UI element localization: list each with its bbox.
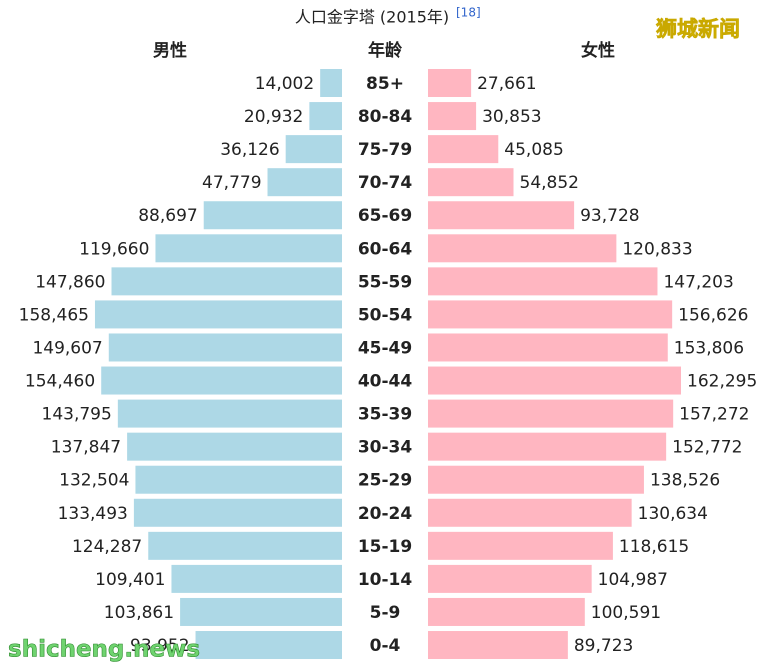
age-label: 85+ (366, 74, 404, 94)
female-bar (428, 300, 673, 329)
age-label: 75-79 (358, 140, 412, 160)
age-label: 80-84 (358, 107, 413, 127)
male-bar (108, 333, 342, 362)
female-bar (428, 631, 568, 660)
chart-title: 人口金字塔 (2015年) (295, 8, 449, 27)
age-label: 20-24 (358, 504, 413, 524)
age-label: 55-59 (358, 272, 412, 292)
female-bar (428, 564, 592, 593)
value-label: 93,952 (130, 636, 189, 656)
value-label: 149,607 (32, 338, 102, 358)
age-label: 45-49 (358, 338, 412, 358)
male-bar (117, 399, 342, 428)
age-label: 50-54 (358, 305, 413, 325)
age-label: 5-9 (370, 603, 401, 623)
value-label: 133,493 (58, 504, 128, 524)
value-label: 54,852 (520, 173, 579, 193)
value-label: 153,806 (674, 338, 744, 358)
value-label: 47,779 (202, 173, 261, 193)
value-label: 162,295 (687, 372, 757, 392)
value-label: 27,661 (477, 74, 536, 94)
value-label: 132,504 (59, 471, 129, 491)
value-label: 89,723 (574, 636, 633, 656)
female-bar (428, 531, 613, 560)
value-label: 119,660 (79, 239, 149, 259)
male-bar (94, 300, 342, 329)
value-label: 109,401 (95, 570, 165, 590)
value-label: 157,272 (679, 405, 749, 425)
female-bar (428, 234, 617, 263)
male-header: 男性 (153, 40, 187, 61)
female-bar (428, 432, 667, 461)
value-label: 14,002 (255, 74, 314, 94)
male-bar (148, 531, 342, 560)
female-header: 女性 (581, 40, 615, 61)
female-bar (428, 333, 668, 362)
age-label: 25-29 (358, 471, 412, 491)
value-label: 130,634 (638, 504, 708, 524)
female-bar (428, 135, 499, 164)
value-label: 147,860 (35, 272, 105, 292)
female-bar (428, 267, 658, 296)
value-label: 154,460 (25, 372, 95, 392)
age-label: 60-64 (358, 239, 413, 259)
male-bar (101, 366, 342, 395)
male-bar (203, 201, 342, 230)
male-bar (171, 564, 342, 593)
watermark: shicheng.news (8, 637, 200, 663)
female-bar (428, 465, 644, 494)
value-label: 137,847 (51, 438, 121, 458)
female-bar (428, 168, 514, 197)
age-label: 30-34 (358, 438, 413, 458)
male-bar (195, 631, 342, 660)
male-bar (135, 465, 342, 494)
value-label: 124,287 (72, 537, 142, 557)
male-bar (309, 102, 342, 131)
female-bar (428, 69, 472, 97)
age-label: 15-19 (358, 537, 412, 557)
value-label: 104,987 (598, 570, 668, 590)
age-label: 0-4 (370, 636, 401, 656)
age-label: 35-39 (358, 405, 412, 425)
female-bar (428, 399, 674, 428)
value-label: 103,861 (104, 603, 174, 623)
value-label: 156,626 (678, 305, 748, 325)
age-header: 年龄 (368, 40, 403, 61)
value-label: 93,728 (580, 206, 639, 226)
value-label: 100,591 (591, 603, 661, 623)
value-label: 138,526 (650, 471, 720, 491)
value-label: 152,772 (672, 438, 742, 458)
value-label: 30,853 (482, 107, 541, 127)
female-bar (428, 201, 575, 230)
value-label: 20,932 (244, 107, 303, 127)
watermark: 狮城新闻 (656, 17, 740, 41)
male-bar (155, 234, 342, 263)
female-bar (428, 498, 632, 527)
value-label: 88,697 (138, 206, 197, 226)
male-bar (180, 597, 342, 626)
male-bar (127, 432, 343, 461)
male-bar (133, 498, 342, 527)
male-bar (267, 168, 342, 197)
value-label: 158,465 (19, 305, 89, 325)
age-label: 70-74 (358, 173, 413, 193)
female-bar (428, 366, 681, 395)
value-label: 120,833 (622, 239, 692, 259)
value-label: 143,795 (42, 405, 112, 425)
age-label: 40-44 (358, 372, 413, 392)
age-label: 65-69 (358, 206, 412, 226)
value-label: 36,126 (220, 140, 279, 160)
male-bar (111, 267, 343, 296)
female-bar (428, 102, 477, 131)
value-label: 45,085 (504, 140, 563, 160)
value-label: 147,203 (663, 272, 733, 292)
title-reference: [18] (456, 6, 481, 20)
value-label: 118,615 (619, 537, 689, 557)
male-bar (285, 135, 342, 164)
male-bar (320, 69, 342, 97)
female-bar (428, 597, 585, 626)
age-label: 10-14 (358, 570, 413, 590)
